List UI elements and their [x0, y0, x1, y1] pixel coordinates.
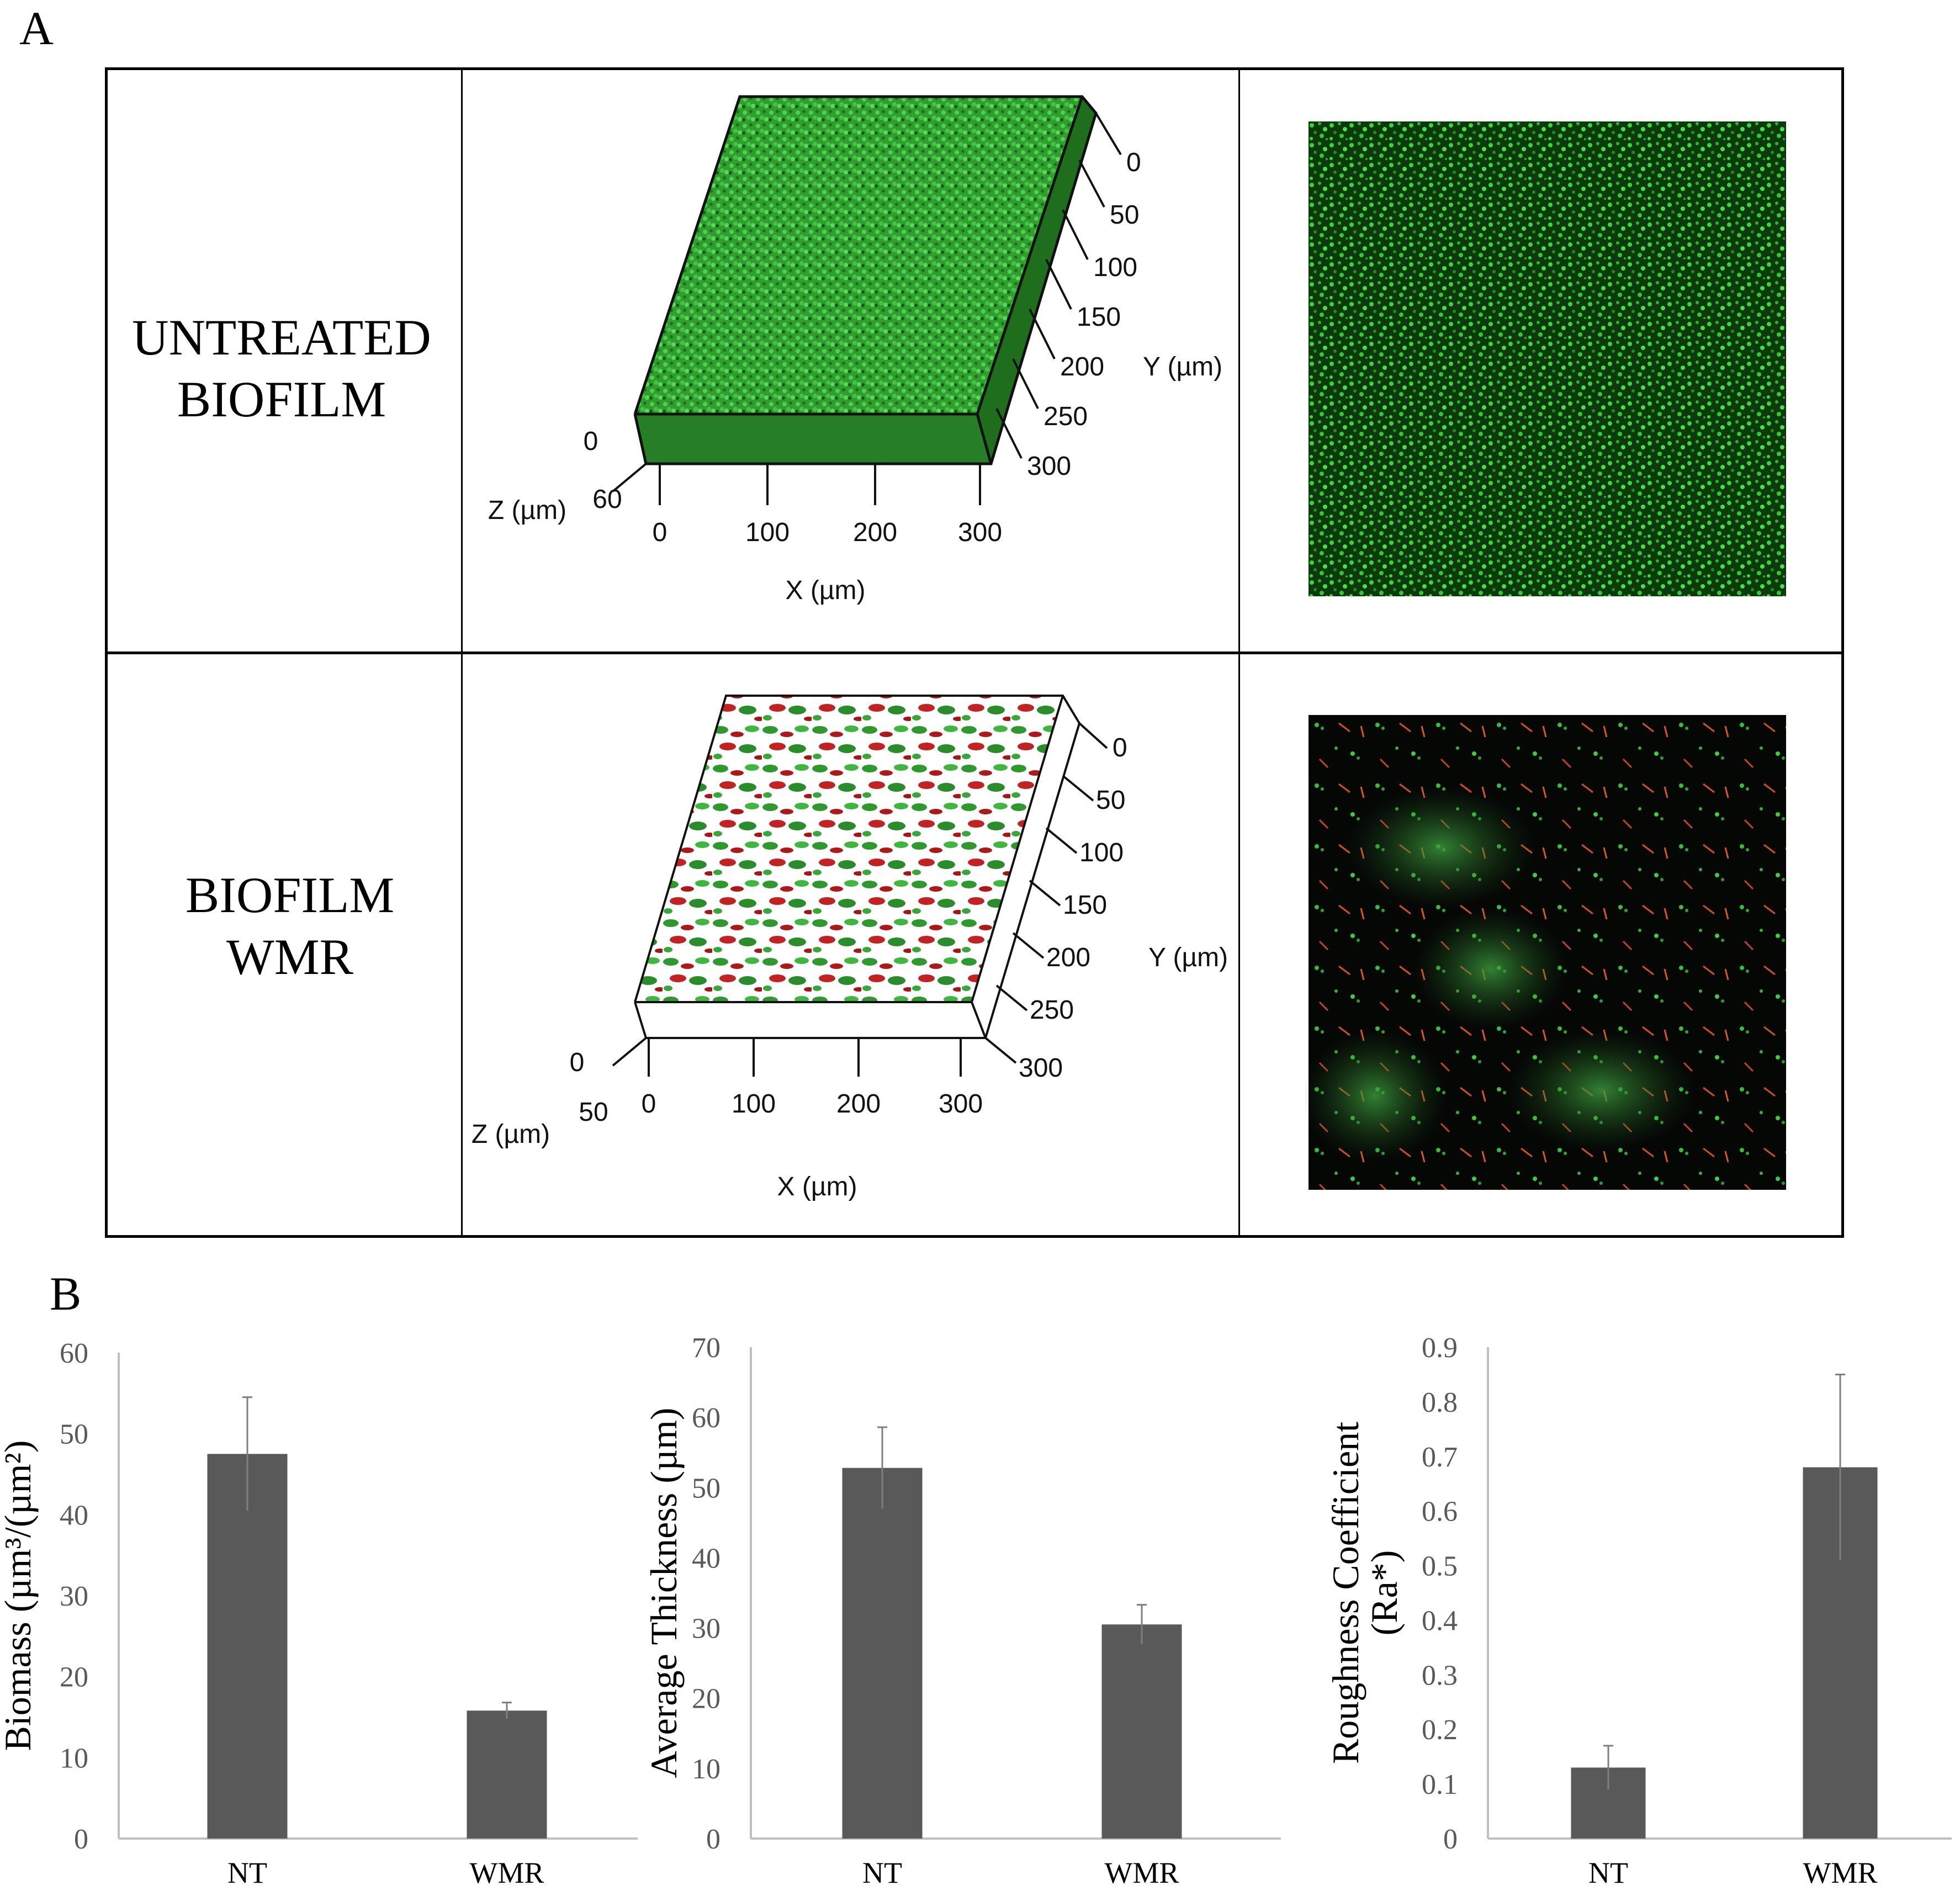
row-label-wmr-line2: WMR — [226, 929, 353, 986]
render3d-untreated-y-axis — [612, 112, 1122, 505]
render3d-untreated-side — [977, 97, 1096, 464]
bar-wmr — [467, 1710, 547, 1839]
render3d-wmr-xtick-1: 100 — [732, 1089, 776, 1119]
render3d-untreated-ztick-0: 0 — [584, 427, 598, 456]
render3d-wmr-zlabel: Z (µm) — [472, 1120, 550, 1149]
y-tick-label: 50 — [60, 1419, 88, 1450]
y-tick-label: 40 — [692, 1543, 721, 1574]
render3d-untreated-ytick-5: 250 — [1043, 402, 1088, 431]
render3d-wmr-ytick-4: 200 — [1046, 943, 1090, 972]
row-label-wmr: BIOFILM WMR — [108, 864, 472, 988]
render3d-wmr-ytick-6: 300 — [1019, 1053, 1063, 1083]
chart-average-thickness: 0 10 20 30 40 50 60 70 NT WMR Average Thickness (µ… — [643, 1332, 1281, 1889]
y-tick-label: 30 — [692, 1613, 721, 1645]
panel-b-letter: B — [50, 1267, 82, 1320]
render3d-untreated-ytick-4: 200 — [1060, 352, 1104, 382]
row-label-wmr-line1: BIOFILM — [185, 867, 395, 923]
y-tick-label: 0.5 — [1422, 1551, 1458, 1582]
y-tick-label: 0 — [706, 1824, 721, 1855]
y-tick-label: 40 — [60, 1500, 88, 1531]
render3d-wmr-ylabel: Y (µm) — [1148, 943, 1228, 972]
render3d-untreated-xtick-2: 200 — [853, 518, 897, 547]
y-tick-label: 0 — [74, 1824, 88, 1855]
y-tick-label: 20 — [60, 1662, 88, 1693]
y-tick-label: 10 — [60, 1742, 88, 1774]
render3d-wmr-ytick-0: 0 — [1113, 733, 1127, 762]
row-label-untreated: UNTREATED BIOFILM — [108, 306, 455, 430]
y-tick-label: 30 — [60, 1581, 88, 1612]
micrograph-wmr — [1303, 715, 1786, 1190]
render3d-wmr-xtick-3: 300 — [939, 1089, 983, 1119]
render3d-untreated-front — [635, 414, 991, 464]
render3d-untreated: 0 50 100 150 200 250 300 Y (µm) 0 100 20… — [488, 95, 1222, 605]
x-tick-label-nt: NT — [862, 1856, 902, 1889]
render3d-wmr-surface — [635, 696, 1063, 1002]
chart-biomass: 0 10 20 30 40 50 60 NT WMR Biomass (µm³/(µm²) — [0, 1338, 638, 1889]
y-tick-label: 0.3 — [1422, 1660, 1458, 1691]
y-tick-label: 0.2 — [1422, 1714, 1458, 1746]
bar-wmr — [1101, 1624, 1182, 1839]
row-label-untreated-line1: UNTREATED — [132, 309, 431, 366]
render3d-wmr: 0 50 100 150 200 250 300 Y (µm) 0 100 20… — [472, 695, 1228, 1201]
render3d-untreated-ytick-2: 100 — [1093, 253, 1137, 282]
render3d-wmr-ztick-0: 0 — [570, 1048, 585, 1077]
x-tick-label-wmr: WMR — [1105, 1856, 1179, 1889]
bar-nt — [207, 1454, 288, 1839]
render3d-untreated-ylabel: Y (µm) — [1143, 352, 1222, 382]
render3d-wmr-xtick-2: 200 — [836, 1089, 881, 1119]
x-tick-label-wmr: WMR — [470, 1856, 544, 1889]
y-tick-label: 0 — [1443, 1824, 1458, 1855]
render3d-untreated-zlabel: Z (µm) — [488, 496, 566, 525]
y-tick-label: 0.7 — [1422, 1442, 1458, 1473]
y-tick-label: 60 — [60, 1338, 88, 1369]
render3d-untreated-ytick-6: 300 — [1027, 452, 1071, 481]
render3d-wmr-xlabel: X (µm) — [777, 1172, 857, 1201]
micrograph-untreated — [1309, 121, 1786, 596]
panel-a-table — [105, 67, 1844, 1238]
render3d-wmr-xtick-0: 0 — [642, 1089, 656, 1119]
y-axis-title-line2: (Ra*) — [1363, 1550, 1405, 1636]
row-divider — [108, 651, 1841, 654]
y-axis-title: Roughness Coefficient — [1325, 1422, 1366, 1764]
render3d-untreated-ytick-1: 50 — [1110, 200, 1139, 230]
row-label-untreated-line2: BIOFILM — [177, 371, 386, 428]
render3d-untreated-ztick-1: 60 — [592, 485, 622, 514]
y-tick-label: 0.8 — [1422, 1387, 1458, 1418]
y-tick-label: 0.1 — [1422, 1769, 1458, 1800]
y-axis-title: Biomass (µm³/(µm²) — [0, 1440, 39, 1751]
y-tick-label: 60 — [692, 1402, 721, 1434]
render3d-wmr-ytick-3: 150 — [1063, 891, 1107, 920]
render3d-wmr-axes — [612, 722, 1108, 1077]
render3d-wmr-ytick-2: 100 — [1079, 838, 1124, 867]
render3d-untreated-xtick-3: 300 — [958, 518, 1002, 547]
render3d-untreated-xtick-1: 100 — [745, 518, 790, 547]
y-tick-label: 10 — [692, 1754, 721, 1785]
x-tick-label-nt: NT — [227, 1856, 267, 1889]
render3d-wmr-ytick-1: 50 — [1096, 786, 1125, 815]
chart-roughness: 0 0.1 0.2 0.3 0.4 0.5 0.6 0.7 0.8 0.9 NT WMR Roughne… — [1325, 1332, 1952, 1889]
x-tick-label-nt: NT — [1588, 1856, 1628, 1889]
render3d-wmr-ytick-5: 250 — [1030, 995, 1074, 1025]
y-tick-label: 0.4 — [1422, 1605, 1458, 1636]
render3d-untreated-surface — [635, 97, 1082, 414]
bar-nt — [842, 1468, 923, 1839]
y-tick-label: 0.9 — [1422, 1332, 1458, 1364]
y-tick-label: 20 — [692, 1683, 721, 1715]
y-tick-label: 0.6 — [1422, 1496, 1458, 1528]
panel-a-letter: A — [19, 2, 54, 55]
render3d-untreated-ytick-0: 0 — [1126, 148, 1141, 177]
y-tick-label: 70 — [692, 1332, 721, 1364]
render3d-wmr-ztick-1: 50 — [579, 1098, 608, 1127]
x-tick-label-wmr: WMR — [1803, 1856, 1878, 1889]
render3d-untreated-xtick-0: 0 — [653, 518, 668, 547]
render3d-untreated-xlabel: X (µm) — [786, 576, 866, 605]
render3d-untreated-ytick-3: 150 — [1077, 303, 1121, 332]
y-axis-title: Average Thickness (µm) — [643, 1407, 685, 1778]
y-tick-label: 50 — [692, 1472, 721, 1504]
